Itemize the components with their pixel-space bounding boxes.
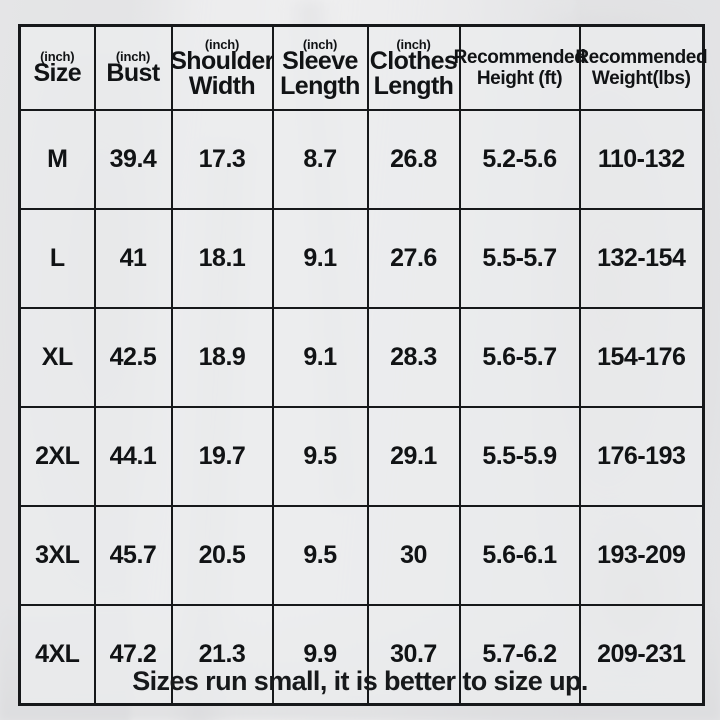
cell-bust: 44.1 — [93, 406, 173, 507]
column-title-recommended-weight-line2: Weight(lbs) — [591, 68, 691, 89]
column-header-shoulder-width: (inch) Shoulder Width — [170, 24, 274, 111]
cell-bust: 42.5 — [93, 307, 173, 408]
cell-sleeve: 8.7 — [271, 109, 369, 210]
cell-size: 4XL — [18, 604, 96, 706]
column-title-recommended-weight-line1: Recommended — [575, 46, 708, 68]
table-row: 2XL 44.1 19.7 9.5 29.1 5.5-5.9 176-193 — [18, 406, 705, 507]
column-title-sleeve-length-line2: Length — [280, 71, 360, 100]
cell-weight: 176-193 — [578, 406, 705, 507]
cell-clothes: 29.1 — [366, 406, 461, 507]
unit-label-shoulder-width: (inch) — [204, 36, 240, 52]
column-header-clothes-length: (inch) Clothes Length — [366, 24, 461, 111]
cell-size: L — [18, 208, 96, 309]
unit-label-bust: (inch) — [115, 49, 151, 64]
column-header-sleeve-length: (inch) Sleeve Length — [271, 24, 369, 111]
cell-weight: 193-209 — [578, 505, 705, 606]
unit-label-sleeve-length: (inch) — [302, 36, 338, 52]
header-row: (inch) Size (inch) Bust (inch) Shoulder … — [18, 24, 708, 111]
cell-bust: 47.2 — [93, 604, 173, 706]
size-chart-container: (inch) Size (inch) Bust (inch) Shoulder … — [18, 24, 708, 706]
cell-weight: 110-132 — [578, 109, 705, 210]
cell-height: 5.5-5.7 — [458, 208, 581, 309]
column-title-clothes-length-line2: Length — [373, 71, 454, 100]
cell-height: 5.2-5.6 — [458, 109, 581, 210]
table-row: L 41 18.1 9.1 27.6 5.5-5.7 132-154 — [18, 208, 705, 309]
cell-weight: 209-231 — [578, 604, 705, 706]
table-header: (inch) Size (inch) Bust (inch) Shoulder … — [18, 24, 708, 111]
cell-shoulder: 17.3 — [170, 109, 274, 210]
cell-clothes: 30.7 — [366, 604, 461, 706]
cell-shoulder: 18.9 — [170, 307, 274, 408]
cell-height: 5.6-6.1 — [458, 505, 581, 606]
unit-label-size: (inch) — [40, 49, 75, 64]
column-title-size: Size — [33, 59, 82, 87]
cell-clothes: 27.6 — [366, 208, 461, 309]
column-title-shoulder-width-line1: Shoulder — [170, 46, 274, 75]
cell-shoulder: 19.7 — [170, 406, 274, 507]
cell-weight: 154-176 — [578, 307, 705, 408]
cell-size: XL — [18, 307, 96, 408]
cell-clothes: 28.3 — [366, 307, 461, 408]
cell-height: 5.6-5.7 — [458, 307, 581, 408]
cell-sleeve: 9.5 — [271, 505, 369, 606]
cell-sleeve: 9.1 — [271, 208, 369, 309]
cell-sleeve: 9.5 — [271, 406, 369, 507]
cell-height: 5.7-6.2 — [458, 604, 581, 706]
cell-clothes: 30 — [366, 505, 461, 606]
cell-height: 5.5-5.9 — [458, 406, 581, 507]
column-title-shoulder-width-line2: Width — [188, 71, 256, 100]
table-row: 3XL 45.7 20.5 9.5 30 5.6-6.1 193-209 — [18, 505, 705, 606]
cell-size: 2XL — [18, 406, 96, 507]
table-body: M 39.4 17.3 8.7 26.8 5.2-5.6 110-132 L 4… — [18, 109, 705, 706]
table-row: M 39.4 17.3 8.7 26.8 5.2-5.6 110-132 — [18, 109, 705, 210]
column-header-size: (inch) Size — [18, 24, 96, 111]
sizing-advice-note: Sizes run small, it is better to size up… — [132, 666, 588, 696]
cell-sleeve: 9.1 — [271, 307, 369, 408]
cell-weight: 132-154 — [578, 208, 705, 309]
column-title-recommended-height-line1: Recommended — [453, 46, 586, 68]
cell-clothes: 26.8 — [366, 109, 461, 210]
column-title-bust: Bust — [106, 59, 160, 87]
column-title-recommended-height-line2: Height (ft) — [476, 68, 563, 89]
column-header-bust: (inch) Bust — [93, 24, 173, 111]
cell-bust: 45.7 — [93, 505, 173, 606]
column-title-clothes-length-line1: Clothes — [369, 46, 458, 75]
cell-shoulder: 20.5 — [170, 505, 274, 606]
column-header-recommended-height: Recommended Height (ft) — [454, 24, 586, 111]
column-header-recommended-weight: Recommended Weight(lbs) — [575, 24, 708, 111]
unit-label-clothes-length: (inch) — [396, 36, 431, 52]
cell-sleeve: 9.9 — [271, 604, 369, 706]
table-row: 4XL 47.2 21.3 9.9 30.7 5.7-6.2 209-231 — [18, 604, 705, 706]
cell-size: M — [18, 109, 96, 210]
cell-bust: 41 — [93, 208, 173, 309]
cell-shoulder: 18.1 — [170, 208, 274, 309]
column-title-sleeve-length-line1: Sleeve — [282, 46, 358, 75]
cell-size: 3XL — [18, 505, 96, 606]
size-chart-table: (inch) Size (inch) Bust (inch) Shoulder … — [18, 24, 708, 706]
table-row: XL 42.5 18.9 9.1 28.3 5.6-5.7 154-176 — [18, 307, 705, 408]
cell-bust: 39.4 — [93, 109, 173, 210]
cell-shoulder: 21.3 — [170, 604, 274, 706]
